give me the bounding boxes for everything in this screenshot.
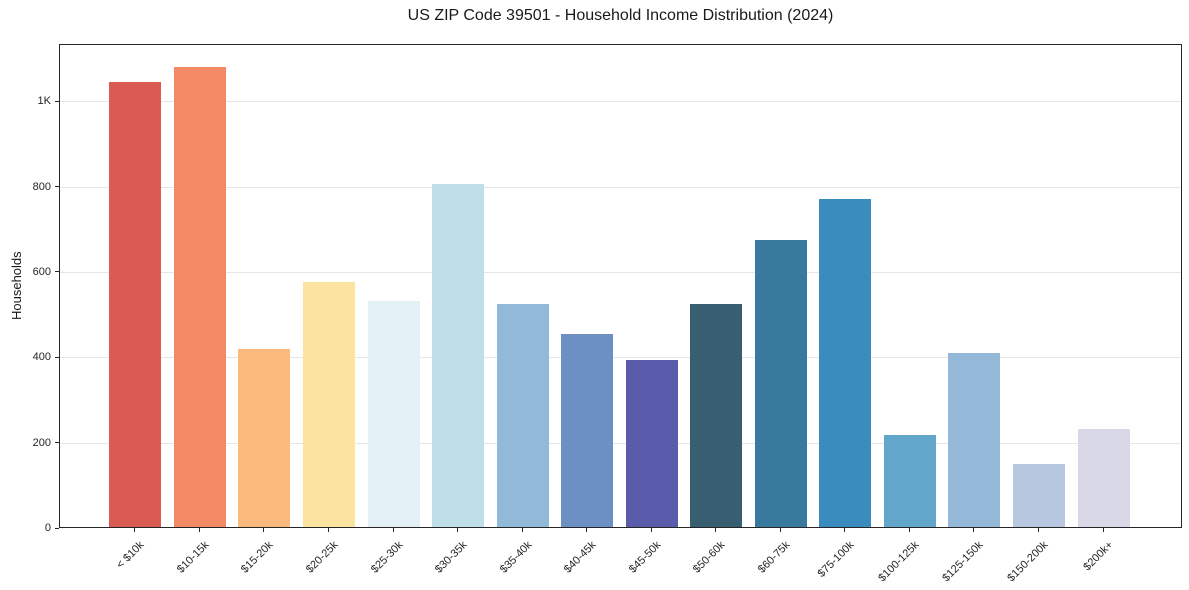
x-tick-mark [263, 528, 265, 532]
y-tick-label: 200 [32, 436, 51, 449]
x-tick-mark [908, 528, 910, 532]
gridline [60, 186, 1181, 188]
y-tick-mark [55, 442, 59, 444]
plot-area [59, 44, 1182, 528]
gridline [60, 101, 1181, 103]
y-tick-label: 1K [37, 95, 51, 108]
x-tick-label-text: $100-125k [876, 539, 922, 585]
x-tick-mark [973, 528, 975, 532]
bar [238, 349, 291, 527]
x-tick-mark [586, 528, 588, 532]
bar [173, 67, 226, 527]
bar [561, 334, 614, 527]
x-tick-label-text: $150-200k [1005, 539, 1051, 585]
bar [109, 82, 162, 527]
bar [1013, 463, 1065, 527]
bar [819, 199, 872, 527]
y-tick-label: 0 [44, 522, 51, 534]
x-tick-label-text: $10-15k [174, 539, 212, 576]
bar [367, 300, 420, 527]
x-tick-mark [457, 528, 459, 532]
x-tick-mark [1102, 528, 1104, 532]
x-tick-label-text: $60-75k [755, 539, 793, 576]
x-tick-label-text: $35-40k [497, 539, 535, 576]
x-tick-label-text: $75-100k [815, 539, 857, 580]
x-tick-label-text: $30-35k [432, 539, 470, 576]
x-tick-label-text: $200k+ [1080, 539, 1116, 574]
bar [496, 304, 549, 527]
x-tick-mark [134, 528, 136, 532]
chart-title: US ZIP Code 39501 - Household Income Dis… [407, 7, 834, 24]
bar [948, 353, 1001, 527]
x-tick-mark [844, 528, 846, 532]
x-tick-mark [327, 528, 329, 532]
bar [883, 435, 936, 527]
x-tick-label-text: $50-60k [691, 539, 728, 576]
bar [690, 303, 743, 527]
bar [1077, 428, 1130, 527]
y-tick-mark [55, 356, 59, 358]
x-tick-mark [198, 528, 200, 532]
y-axis-label: Households [9, 251, 24, 320]
x-tick-label-text: $40-45k [562, 539, 599, 576]
gridline [60, 442, 1181, 444]
y-tick-label: 800 [32, 180, 51, 193]
x-tick-mark [715, 528, 717, 532]
y-tick-mark [55, 527, 59, 529]
x-tick-label-text: $45-50k [626, 539, 664, 576]
y-tick-mark [55, 271, 59, 273]
x-tick-label-text: $20-25k [303, 539, 341, 576]
bar [625, 359, 678, 527]
y-tick-label: 400 [32, 351, 51, 364]
y-tick-mark [55, 100, 59, 102]
bar [432, 184, 485, 527]
gridline [60, 271, 1181, 273]
x-tick-mark [650, 528, 652, 532]
bar [754, 240, 807, 527]
x-tick-label-text: $125-150k [940, 539, 986, 585]
x-tick-mark [779, 528, 781, 532]
gridline [60, 357, 1181, 359]
x-tick-label-text: $15-20k [239, 539, 276, 576]
x-tick-mark [392, 528, 394, 532]
x-tick-mark [1038, 528, 1039, 532]
x-tick-label-text: $25-30k [368, 539, 405, 576]
y-tick-label: 600 [32, 265, 51, 278]
x-tick-label-text: < $10k [114, 539, 147, 572]
y-tick-mark [55, 186, 59, 188]
bar [302, 282, 355, 527]
x-tick-mark [521, 528, 523, 532]
